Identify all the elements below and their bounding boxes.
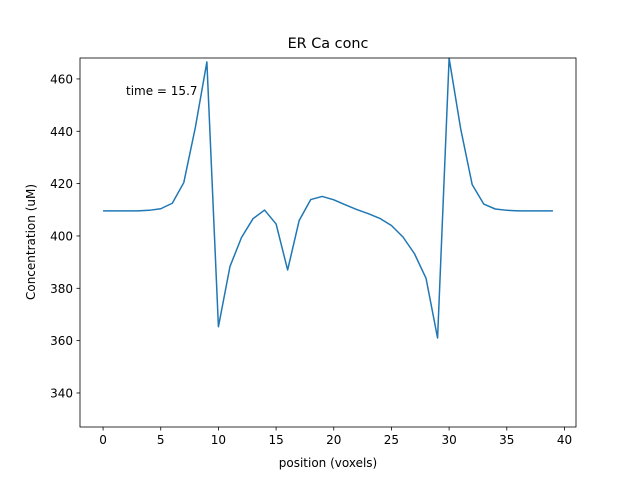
x-tick-label: 20 <box>326 433 341 447</box>
y-tick-label: 340 <box>50 386 73 400</box>
x-tick-label: 35 <box>499 433 514 447</box>
time-annotation: time = 15.7 <box>126 84 198 98</box>
x-tick-label: 40 <box>557 433 572 447</box>
y-tick-label: 360 <box>50 334 73 348</box>
y-axis-title: Concentration (uM) <box>24 184 38 300</box>
plot-area: 0 5 10 15 20 25 30 35 40 340 360 380 400 420 440 460 <box>50 57 577 447</box>
x-tick-label: 15 <box>268 433 283 447</box>
x-tick-label: 0 <box>99 433 107 447</box>
y-tick-label: 400 <box>50 229 73 243</box>
axes-frame <box>79 57 577 428</box>
y-tick-label: 440 <box>50 125 73 139</box>
x-tick-label: 30 <box>441 433 456 447</box>
x-tick-label: 10 <box>211 433 226 447</box>
chart-title: ER Ca conc <box>288 36 369 52</box>
x-tick-label: 25 <box>384 433 399 447</box>
series-line <box>103 57 553 339</box>
y-tick-label: 380 <box>50 282 73 296</box>
y-tick-label: 460 <box>50 72 73 86</box>
x-axis-title: position (voxels) <box>279 456 377 470</box>
y-tick-label: 420 <box>50 177 73 191</box>
x-tick-label: 5 <box>157 433 165 447</box>
